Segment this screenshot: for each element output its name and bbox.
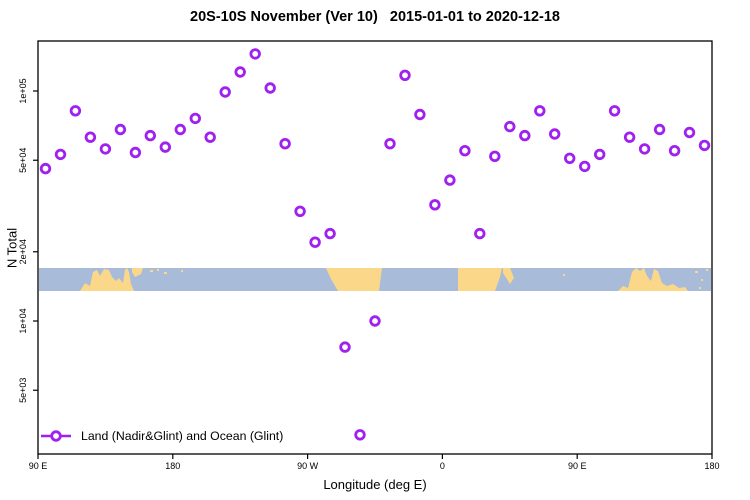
data-point — [189, 112, 202, 125]
data-point — [534, 105, 546, 117]
data-point — [234, 66, 246, 78]
legend-marker-icon — [41, 430, 71, 442]
data-point — [564, 152, 576, 165]
data-point — [99, 143, 112, 155]
map-land-pacific-islet-4 — [699, 287, 701, 289]
data-point — [623, 131, 636, 143]
data-point — [519, 129, 531, 142]
y-tick-label: 1e+04 — [18, 308, 28, 333]
data-point — [459, 144, 471, 157]
data-point — [309, 236, 321, 248]
data-point — [638, 143, 651, 155]
map-land-vanuatu-island — [181, 270, 183, 272]
map-land-solomon-island-2 — [157, 269, 159, 271]
data-point — [144, 129, 157, 142]
chart-title: 20S-10S November (Ver 10) 2015-01-01 to … — [190, 9, 560, 25]
x-tick-label: 180 — [165, 461, 180, 471]
data-point — [384, 137, 396, 150]
data-point — [698, 139, 711, 152]
y-tick-label: 1e+05 — [18, 78, 28, 103]
data-point — [369, 315, 381, 327]
data-point — [84, 131, 97, 143]
y-tick-label: 5e+04 — [18, 148, 28, 173]
y-tick-label: 2e+04 — [18, 239, 28, 264]
data-point — [549, 128, 561, 140]
data-point — [608, 105, 621, 117]
legend-marker-circle — [50, 430, 62, 442]
map-land-new-guinea-south — [132, 268, 143, 277]
map-land-australia-wrapped — [618, 268, 688, 291]
data-point — [354, 429, 366, 441]
x-axis-label: Longitude (deg E) — [323, 477, 427, 492]
map-land-australia-northwest — [80, 268, 134, 291]
data-point — [414, 108, 426, 121]
data-point — [204, 131, 216, 143]
data-point — [399, 69, 411, 82]
data-point — [489, 150, 501, 163]
map-land-indian-ocean-islet — [563, 274, 565, 276]
x-tick-label: 0 — [440, 461, 445, 471]
data-point — [279, 137, 291, 150]
data-point — [69, 105, 82, 117]
data-point — [594, 148, 606, 161]
map-land-south-america — [326, 268, 382, 291]
map-land-pacific-islet-1 — [695, 271, 698, 273]
data-point — [683, 126, 696, 139]
data-point — [174, 123, 187, 136]
data-point — [429, 199, 441, 211]
plot-frame — [37, 40, 713, 455]
data-point — [54, 148, 67, 161]
data-point — [668, 144, 681, 157]
map-land-pacific-islet-3 — [706, 269, 708, 271]
map-land-pacific-islet-2 — [701, 279, 703, 281]
data-point — [159, 141, 172, 153]
data-point — [474, 227, 486, 240]
map-land-africa-south — [458, 268, 502, 291]
data-point — [504, 120, 516, 133]
x-tick-label: 90 W — [297, 461, 319, 471]
map-land-madagascar-north — [503, 268, 514, 284]
data-point — [249, 48, 261, 60]
data-point — [339, 341, 351, 353]
legend-label: Land (Nadir&Glint) and Ocean (Glint) — [81, 429, 284, 443]
data-point — [129, 146, 142, 159]
y-tick-label: 5e+03 — [18, 378, 28, 403]
data-point — [39, 162, 52, 175]
data-point — [114, 123, 127, 136]
data-point — [653, 123, 666, 136]
data-point — [444, 174, 456, 186]
data-point — [219, 86, 231, 98]
map-band-land-group — [80, 268, 708, 291]
data-point — [294, 205, 306, 218]
map-land-solomon-island-3 — [164, 272, 167, 274]
x-tick-label: 180 — [704, 461, 719, 471]
data-point — [264, 82, 276, 94]
map-land-solomon-island-1 — [150, 270, 153, 272]
data-point — [324, 227, 336, 240]
x-tick-label: 90 E — [568, 461, 587, 471]
legend: Land (Nadir&Glint) and Ocean (Glint) — [39, 427, 283, 445]
x-tick-label: 90 E — [29, 461, 48, 471]
data-point — [579, 160, 591, 173]
